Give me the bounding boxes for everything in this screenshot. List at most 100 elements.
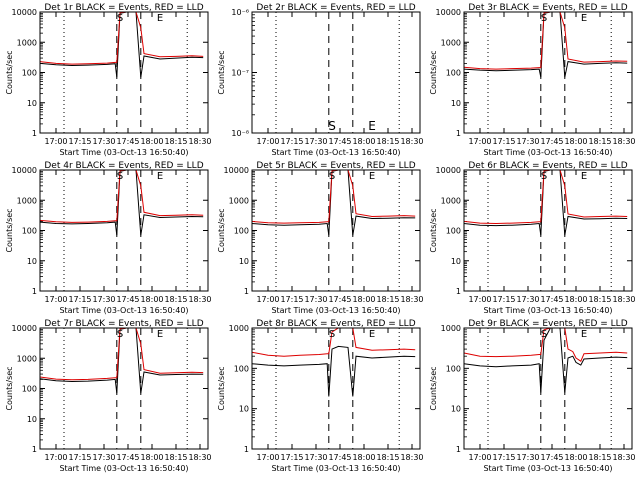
y-tick-label: 1000 (441, 38, 461, 47)
y-tick-label: 10 (451, 99, 461, 108)
marker-s: S (117, 171, 123, 182)
y-axis-label: Counts/sec (429, 366, 438, 410)
y-tick-label: 10⁻⁸ (231, 129, 249, 138)
x-tick-label: 17:15 (280, 453, 303, 462)
plot-frame (463, 327, 633, 450)
x-tick-label: 18:15 (588, 137, 611, 146)
y-tick-label: 1000 (441, 324, 461, 333)
x-axis-label: Start Time (03-Oct-13 16:50:40) (483, 306, 612, 315)
x-tick-label: 18:00 (140, 453, 163, 462)
y-tick-label: 1000 (17, 196, 37, 205)
x-tick-label: 17:30 (92, 295, 115, 304)
x-tick-label: 17:30 (304, 453, 327, 462)
chart-panel: Det 7r BLACK = Events, RED = LLD 1 10 100 10… (5, 319, 212, 473)
y-tick-label: 1000 (229, 196, 249, 205)
x-tick-label: 17:00 (256, 295, 279, 304)
chart-panel: Det 9r BLACK = Events, RED = LLD 1 10 100 10… (429, 319, 636, 473)
plot-frame (251, 327, 421, 450)
x-tick-label: 17:45 (540, 295, 563, 304)
marker-e: E (368, 119, 376, 133)
x-tick-label: 17:00 (256, 453, 279, 462)
x-tick-label: 17:00 (44, 295, 67, 304)
chart-title: Det 8r BLACK = Events, RED = LLD (256, 319, 415, 329)
y-tick-label: 10 (239, 257, 249, 266)
x-axis-label: Start Time (03-Oct-13 16:50:40) (271, 306, 400, 315)
y-tick-label: 100 (234, 364, 249, 373)
x-tick-label: 18:15 (588, 295, 611, 304)
x-tick-label: 17:30 (516, 137, 539, 146)
plot-frame (251, 169, 421, 292)
x-tick-label: 18:15 (164, 453, 187, 462)
chart-title: Det 4r BLACK = Events, RED = LLD (44, 161, 203, 171)
y-tick-label: 100 (446, 364, 461, 373)
x-tick-label: 17:45 (328, 453, 351, 462)
y-tick-label: 10⁻⁷ (231, 69, 249, 78)
marker-e: E (581, 329, 587, 340)
x-tick-label: 18:00 (352, 453, 375, 462)
y-tick-label: 1 (32, 287, 37, 296)
x-tick-label: 17:45 (116, 453, 139, 462)
x-tick-label: 18:00 (564, 453, 587, 462)
x-tick-label: 17:30 (92, 137, 115, 146)
x-tick-label: 18:00 (352, 295, 375, 304)
x-tick-label: 18:15 (164, 295, 187, 304)
y-axis-label: Counts/sec (217, 50, 226, 94)
x-tick-label: 17:45 (540, 453, 563, 462)
marker-e: E (157, 13, 163, 24)
y-tick-label: 10000 (12, 324, 37, 333)
x-tick-label: 18:00 (140, 295, 163, 304)
marker-s: S (329, 329, 335, 340)
x-tick-label: 18:30 (612, 453, 635, 462)
x-tick-label: 17:15 (492, 295, 515, 304)
x-tick-label: 18:30 (612, 137, 635, 146)
chart-title: Det 1r BLACK = Events, RED = LLD (44, 3, 203, 13)
x-tick-label: 17:30 (516, 453, 539, 462)
y-axis-label: Counts/sec (5, 208, 14, 252)
marker-s: S (541, 13, 547, 24)
plot-frame (39, 11, 209, 134)
x-tick-label: 17:15 (280, 137, 303, 146)
y-tick-label: 10 (27, 99, 37, 108)
x-tick-label: 17:00 (44, 453, 67, 462)
x-tick-label: 17:15 (68, 137, 91, 146)
marker-s: S (541, 329, 547, 340)
chart-title: Det 5r BLACK = Events, RED = LLD (256, 161, 415, 171)
chart-panel: Det 8r BLACK = Events, RED = LLD 1 10 100 10… (217, 319, 424, 473)
y-axis-label: Counts/sec (429, 208, 438, 252)
y-tick-label: 1 (456, 287, 461, 296)
x-tick-label: 17:45 (540, 137, 563, 146)
chart-panel: Det 6r BLACK = Events, RED = LLD 1 10 100 10… (429, 161, 636, 315)
marker-s: S (329, 171, 335, 182)
y-axis-label: Counts/sec (217, 208, 226, 252)
x-axis-label: Start Time (03-Oct-13 16:50:40) (59, 306, 188, 315)
y-tick-label: 1 (456, 129, 461, 138)
y-axis-label: Counts/sec (217, 366, 226, 410)
y-tick-label: 10 (451, 405, 461, 414)
x-axis-label: Start Time (03-Oct-13 16:50:40) (59, 464, 188, 473)
x-axis-label: Start Time (03-Oct-13 16:50:40) (271, 464, 400, 473)
chart-panel: Det 2r BLACK = Events, RED = LLD 10⁻⁸ 10⁻⁷… (217, 3, 424, 157)
x-tick-label: 17:45 (328, 137, 351, 146)
y-tick-label: 100 (22, 227, 37, 236)
x-tick-label: 18:15 (164, 137, 187, 146)
x-tick-label: 18:30 (188, 453, 211, 462)
x-tick-label: 17:30 (92, 453, 115, 462)
y-tick-label: 10 (27, 257, 37, 266)
y-tick-label: 10000 (436, 166, 461, 175)
marker-e: E (369, 329, 375, 340)
y-tick-label: 1 (244, 445, 249, 454)
x-tick-label: 17:30 (304, 295, 327, 304)
x-tick-label: 17:15 (68, 295, 91, 304)
y-tick-label: 1 (32, 445, 37, 454)
x-tick-label: 17:00 (468, 453, 491, 462)
x-tick-label: 18:15 (588, 453, 611, 462)
x-tick-label: 18:00 (140, 137, 163, 146)
marker-e: E (581, 13, 587, 24)
chart-panel: Det 1r BLACK = Events, RED = LLD 1 10 100 10… (5, 3, 212, 157)
x-tick-label: 18:30 (400, 295, 423, 304)
x-tick-label: 17:30 (304, 137, 327, 146)
plot-frame (463, 11, 633, 134)
plot-frame (463, 169, 633, 292)
y-axis-label: Counts/sec (5, 366, 14, 410)
